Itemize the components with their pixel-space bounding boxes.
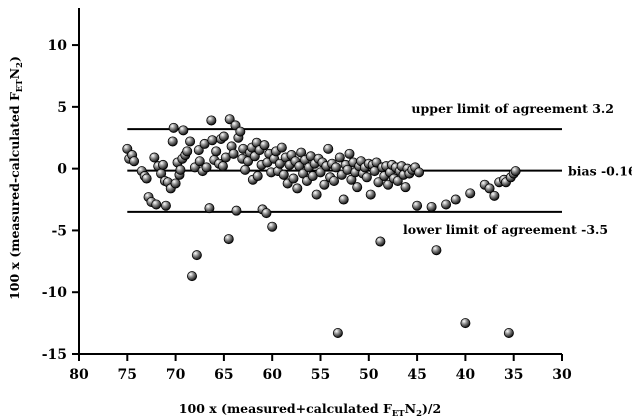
- data-point: [191, 250, 202, 261]
- data-point: [201, 162, 212, 173]
- x-tick-label: 65: [214, 367, 233, 383]
- data-point: [373, 177, 384, 188]
- data-point: [151, 199, 162, 210]
- data-point: [211, 146, 222, 157]
- data-point: [332, 327, 343, 338]
- x-axis-title: 100 x (measured+calculated FETN2)/2: [179, 401, 441, 419]
- data-point: [223, 234, 234, 245]
- data-point: [450, 194, 461, 205]
- data-point: [193, 145, 204, 156]
- y-tick-label: -5: [51, 223, 67, 239]
- x-tick-label: 35: [504, 367, 523, 383]
- data-point: [510, 166, 521, 177]
- x-tick-label: 80: [69, 367, 89, 383]
- data-point: [175, 164, 186, 175]
- data-point: [323, 143, 334, 154]
- data-point: [252, 171, 263, 182]
- data-point: [329, 175, 340, 186]
- data-point: [182, 146, 193, 157]
- data-point: [311, 189, 322, 200]
- data-point: [178, 125, 189, 136]
- data-point: [194, 156, 205, 167]
- data-point: [383, 179, 394, 190]
- data-point: [141, 173, 152, 184]
- data-point: [330, 162, 341, 173]
- data-points: [122, 114, 521, 338]
- data-point: [392, 175, 403, 186]
- data-point: [228, 148, 239, 159]
- data-point: [375, 236, 386, 247]
- y-tick-label: 0: [57, 162, 67, 178]
- data-point: [158, 159, 169, 170]
- data-point: [503, 327, 514, 338]
- data-point: [267, 221, 278, 232]
- data-point: [224, 114, 235, 125]
- data-point: [168, 122, 179, 133]
- data-point: [167, 136, 178, 147]
- data-point: [431, 245, 442, 256]
- x-tick-label: 30: [552, 367, 572, 383]
- data-point: [460, 318, 471, 329]
- data-point: [206, 115, 217, 126]
- lower-limit-label: lower limit of agreement -3.5: [403, 222, 608, 237]
- data-point: [149, 152, 160, 163]
- x-tick-label: 55: [311, 367, 330, 383]
- data-point: [414, 167, 425, 178]
- bias-label: bias -0.16: [568, 164, 632, 179]
- y-tick-label: -15: [42, 347, 67, 363]
- data-point: [288, 173, 299, 184]
- x-tick-label: 60: [262, 367, 282, 383]
- data-point: [400, 182, 411, 193]
- data-point: [489, 190, 500, 201]
- data-point: [441, 199, 452, 210]
- x-tick-label: 40: [456, 367, 476, 383]
- x-tick-label: 45: [407, 367, 426, 383]
- data-point: [344, 148, 355, 159]
- data-point: [361, 172, 372, 183]
- data-point: [278, 169, 289, 180]
- data-point: [231, 205, 242, 216]
- y-axis-title: 100 x (measured-calculated FETN2): [7, 56, 25, 300]
- data-point: [170, 178, 181, 189]
- data-point: [274, 158, 285, 169]
- data-point: [217, 161, 228, 172]
- data-point: [187, 271, 198, 282]
- x-tick-label: 75: [118, 367, 137, 383]
- data-point: [334, 152, 345, 163]
- data-point: [315, 167, 326, 178]
- data-point: [292, 183, 303, 194]
- data-point: [484, 183, 495, 194]
- x-tick-label: 50: [359, 367, 379, 383]
- data-point: [259, 140, 270, 151]
- data-point: [235, 126, 246, 137]
- data-point: [352, 182, 363, 193]
- data-point: [204, 203, 215, 214]
- data-point: [185, 136, 196, 147]
- y-axis-ticks: 10 5 0 -5 -10 -15: [42, 38, 79, 363]
- data-point: [261, 208, 272, 219]
- data-point: [426, 201, 437, 212]
- data-point: [465, 188, 476, 199]
- data-point: [240, 164, 251, 175]
- x-axis-ticks: 80 75 70 65 60 55 50 45 40 35 30: [69, 354, 572, 383]
- reference-line-labels: upper limit of agreement 3.2 bias -0.16 lo…: [403, 101, 632, 237]
- y-tick-label: -10: [42, 285, 68, 301]
- x-tick-label: 70: [166, 367, 186, 383]
- data-point: [276, 142, 287, 153]
- data-point: [129, 156, 140, 167]
- y-tick-label: 10: [48, 38, 68, 54]
- y-tick-label: 5: [57, 100, 67, 116]
- data-point: [319, 179, 330, 190]
- data-point: [207, 135, 218, 146]
- data-point: [412, 200, 423, 211]
- upper-limit-label: upper limit of agreement 3.2: [411, 101, 614, 116]
- data-point: [365, 189, 376, 200]
- data-point: [338, 194, 349, 205]
- data-point: [160, 200, 171, 211]
- data-point: [218, 131, 229, 142]
